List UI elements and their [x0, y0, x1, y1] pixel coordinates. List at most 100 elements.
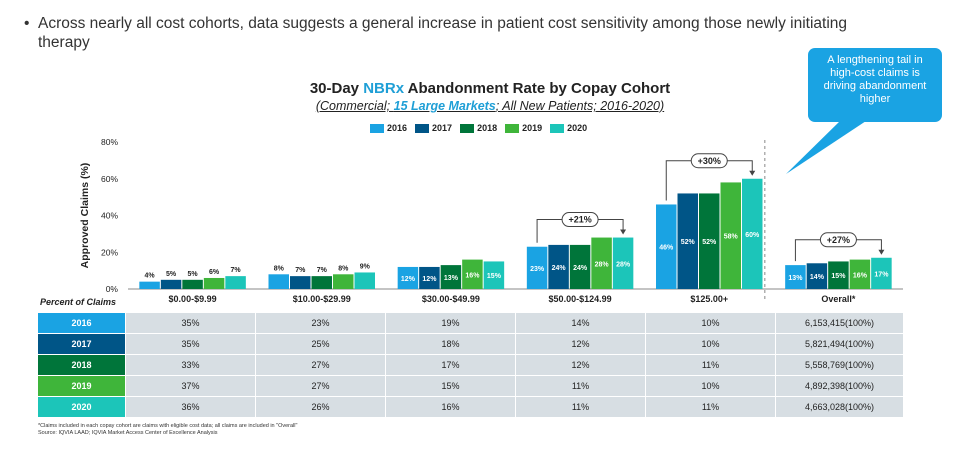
y-tick-label: 0%	[106, 284, 119, 294]
subtitle-highlight: 15 Large Markets	[393, 99, 496, 113]
table-cell: 11%	[645, 354, 776, 376]
title-post: Abandonment Rate by Copay Cohort	[404, 80, 671, 97]
table-cell: 35%	[125, 333, 256, 355]
chart-title: 30-Day NBRx Abandonment Rate by Copay Co…	[180, 80, 800, 97]
table-row: 2019 37% 27% 15% 11% 10% 4,892,398(100%)	[38, 375, 904, 397]
change-label: +30%	[698, 156, 721, 166]
legend-swatch	[415, 123, 430, 133]
table-cell: 10%	[645, 375, 776, 397]
data-label: 58%	[724, 234, 739, 241]
bar-2019-4	[720, 182, 741, 289]
change-label: +21%	[568, 215, 591, 225]
change-badge	[819, 232, 857, 248]
summary-bullet: • Across nearly all cost cohorts, data s…	[24, 14, 858, 52]
table-cell: 36%	[125, 396, 256, 418]
x-tick-label: $10.00-$29.99	[293, 294, 351, 304]
data-label: 7%	[295, 267, 306, 274]
data-label: 8%	[338, 265, 349, 272]
title-pre: 30-Day	[309, 80, 364, 97]
table-cell: 15%	[385, 375, 516, 397]
row-year-label: 2016	[38, 313, 126, 334]
chart-subtitle: (Commercial; 15 Large Markets; All New P…	[180, 99, 800, 113]
legend-label: 2020	[567, 123, 588, 133]
bar-2018-0	[182, 279, 203, 289]
data-label: 52%	[681, 239, 696, 246]
table-cell: 27%	[255, 375, 386, 397]
data-label: 7%	[231, 267, 242, 274]
table-header: Percent of Claims	[40, 297, 117, 307]
bar-2018-1	[311, 276, 332, 289]
y-tick-label: 40%	[101, 211, 118, 221]
table-cell: 14%	[515, 313, 646, 334]
chart-legend: 2016 2017 2018 2019 2020	[370, 123, 587, 133]
bar-2019-3	[591, 237, 612, 289]
table-cell: 6,153,415(100%)	[775, 313, 904, 334]
bar-2019-1	[333, 274, 354, 289]
legend-swatch	[460, 123, 475, 133]
data-label: 14%	[810, 274, 825, 281]
data-label: 12%	[401, 276, 416, 283]
bar-2019-0	[203, 277, 225, 289]
bar-2016-5	[785, 265, 806, 289]
data-label: 17%	[874, 271, 889, 278]
bar-2018-5	[828, 261, 849, 289]
data-label: 28%	[595, 261, 610, 268]
data-label: 24%	[552, 265, 567, 272]
table-cell: 5,821,494(100%)	[775, 333, 904, 355]
bullet-text: Across nearly all cost cohorts, data sug…	[38, 15, 848, 51]
change-badge	[561, 212, 599, 228]
table-cell: 11%	[515, 396, 646, 418]
table-cell: 4,892,398(100%)	[775, 375, 904, 397]
bar-2017-4	[677, 193, 698, 289]
footnote: *Claims included in each copay cohort ar…	[38, 423, 297, 437]
data-label: 16%	[853, 272, 868, 279]
bar-2017-2	[419, 266, 440, 289]
change-arrow-icon	[620, 229, 627, 235]
y-tick-label: 80%	[101, 137, 118, 147]
bar-2017-3	[548, 244, 569, 289]
bar-2016-0	[139, 281, 160, 289]
y-axis-title: Approved Claims (%)	[79, 163, 91, 269]
claims-table: 2016 35% 23% 19% 14% 10% 6,153,415(100%) 2017 35…	[38, 313, 904, 418]
bullet-dot: •	[24, 15, 30, 32]
table-cell: 11%	[645, 396, 776, 418]
legend-item-2018: 2018	[460, 123, 497, 133]
bar-2016-3	[526, 246, 548, 289]
table-cell: 23%	[255, 313, 386, 334]
table-row: 2017 35% 25% 18% 12% 10% 5,821,494(100%)	[38, 333, 904, 355]
table-cell: 33%	[125, 354, 256, 376]
table-cell: 37%	[125, 375, 256, 397]
bar-2016-1	[268, 274, 289, 289]
bar-2018-3	[569, 244, 591, 289]
table-row: 2018 33% 27% 17% 12% 11% 5,558,769(100%)	[38, 354, 904, 376]
footnote-line-1: *Claims included in each copay cohort ar…	[38, 423, 298, 429]
x-tick-label: $0.00-$9.99	[169, 294, 217, 304]
data-label: 52%	[702, 239, 717, 246]
data-label: 13%	[444, 275, 459, 282]
table-cell: 12%	[515, 354, 646, 376]
row-year-label: 2017	[38, 333, 126, 355]
bar-2020-4	[742, 178, 763, 289]
y-tick-label: 20%	[101, 247, 118, 257]
x-tick-label: $50.00-$124.99	[549, 294, 612, 304]
data-label: 16%	[465, 272, 480, 279]
bar-2020-2	[483, 261, 505, 289]
table-cell: 25%	[255, 333, 386, 355]
row-year-label: 2020	[38, 396, 126, 418]
bar-2019-5	[849, 259, 871, 289]
legend-item-2017: 2017	[415, 123, 452, 133]
data-label: 23%	[530, 266, 545, 273]
table-cell: 5,558,769(100%)	[775, 354, 904, 376]
table-cell: 10%	[645, 313, 776, 334]
table-cell: 27%	[255, 354, 386, 376]
bar-2018-2	[440, 265, 462, 289]
row-year-label: 2018	[38, 354, 126, 376]
table-cell: 11%	[515, 375, 646, 397]
data-label: 15%	[831, 273, 846, 280]
row-year-label: 2019	[38, 375, 126, 397]
table-cell: 35%	[125, 313, 256, 334]
table-cell: 10%	[645, 333, 776, 355]
table-cell: 19%	[385, 313, 516, 334]
table-cell: 26%	[255, 396, 386, 418]
